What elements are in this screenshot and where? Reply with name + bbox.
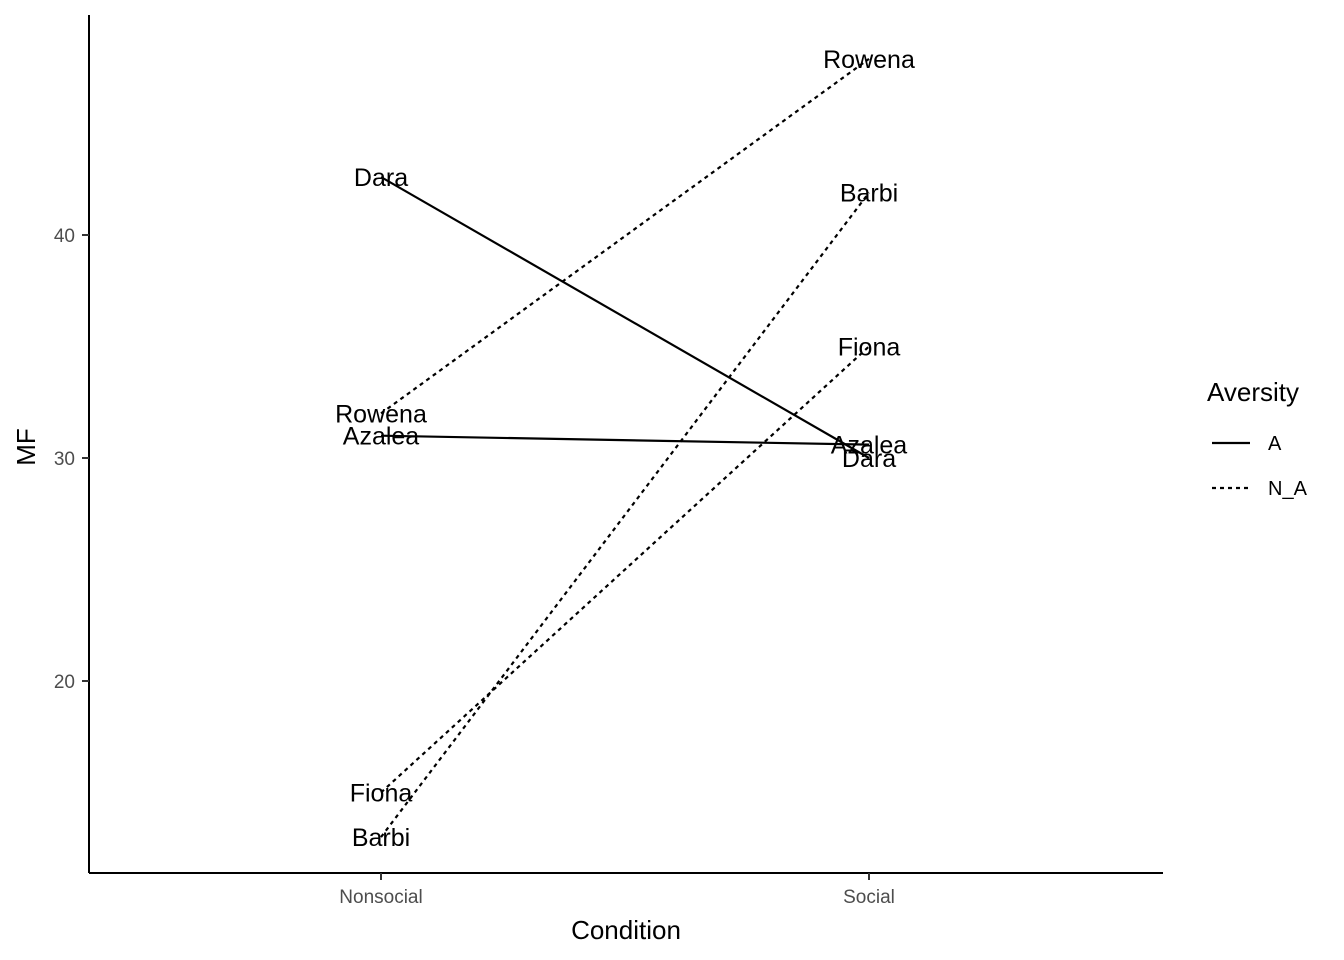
series-lines (380, 57, 870, 838)
legend-label-na: N_A (1268, 478, 1308, 500)
series-line-azalea (380, 434, 870, 446)
x-tick-label: Nonsocial (339, 887, 422, 908)
point-label-barbi: Barbi (840, 180, 898, 208)
x-tick-label: Social (843, 887, 895, 908)
point-label-rowena: Rowena (335, 400, 427, 428)
series-line-dara (380, 176, 870, 459)
y-axis-ticks: 20 30 40 (54, 226, 89, 693)
series-line-rowena (380, 57, 870, 415)
legend-title: Aversity (1207, 377, 1299, 407)
point-label-barbi: Barbi (352, 824, 410, 852)
legend: Aversity A N_A (1207, 377, 1308, 500)
legend-label-a: A (1268, 433, 1282, 455)
point-label-dara: Dara (842, 445, 896, 473)
x-axis-title: Condition (571, 915, 681, 945)
point-label-azalea: Azalea (343, 423, 420, 451)
point-label-fiona: Fiona (350, 780, 413, 808)
y-axis-title: MF (11, 428, 41, 466)
point-label-dara: Dara (354, 164, 408, 192)
point-label-fiona: Fiona (838, 334, 901, 362)
y-tick-label: 40 (54, 226, 75, 247)
point-label-azalea: Azalea (831, 432, 908, 460)
x-axis-ticks: Nonsocial Social (339, 873, 895, 908)
y-tick-label: 20 (54, 672, 75, 693)
series-line-barbi (380, 191, 870, 838)
point-label-rowena: Rowena (823, 46, 915, 74)
series-line-fiona (380, 345, 870, 794)
y-tick-label: 30 (54, 449, 75, 470)
